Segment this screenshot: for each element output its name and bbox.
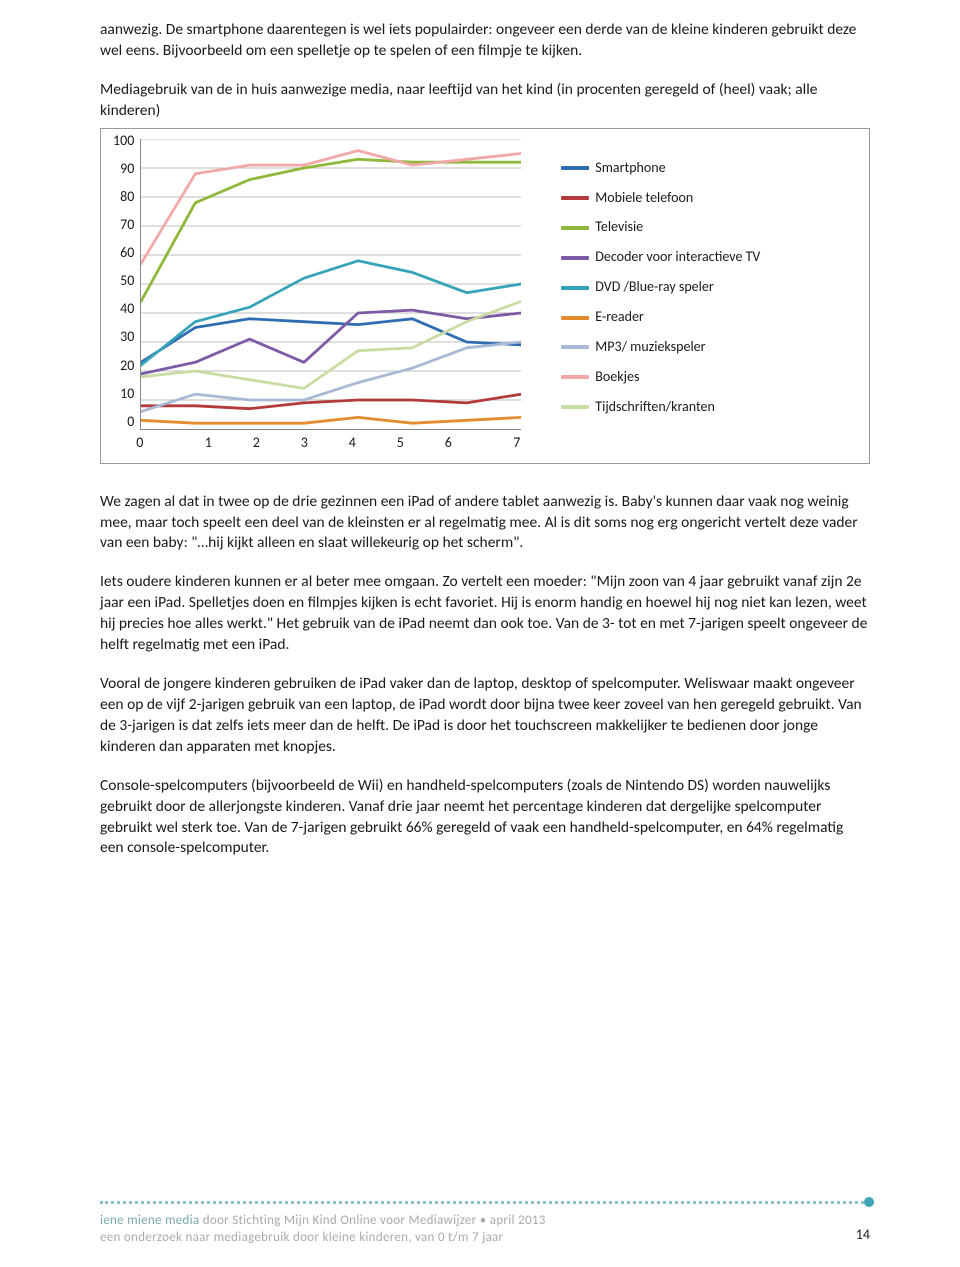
legend-swatch <box>561 256 589 260</box>
body-paragraph-3: Vooral de jongere kinderen gebruiken de … <box>100 674 870 758</box>
x-tick-label: 7 <box>472 434 520 453</box>
chart-series-line <box>141 318 521 362</box>
chart-series-line <box>141 159 521 301</box>
legend-label: Mobiele telefoon <box>595 189 693 208</box>
legend-label: MP3/ muziekspeler <box>595 338 705 357</box>
legend-swatch <box>561 196 589 200</box>
legend-label: Boekjes <box>595 368 639 387</box>
legend-label: DVD /Blue-ray speler <box>595 278 713 297</box>
legend-item: MP3/ muziekspeler <box>561 338 857 357</box>
x-tick-label: 3 <box>280 434 328 453</box>
chart-x-axis: 01234567 <box>140 430 520 453</box>
document-page: aanwezig. De smartphone daarentegen is w… <box>0 0 960 1267</box>
legend-label: E-reader <box>595 308 644 327</box>
legend-swatch <box>561 166 589 170</box>
legend-item: Televisie <box>561 218 857 237</box>
y-tick-label: 100 <box>113 132 134 151</box>
chart-series-line <box>141 394 521 409</box>
intro-paragraph: aanwezig. De smartphone daarentegen is w… <box>100 20 870 62</box>
line-chart: 1009080706050403020100 01234567 Smartpho… <box>100 128 870 464</box>
chart-title: Mediagebruik van de in huis aanwezige me… <box>100 80 870 122</box>
legend-swatch <box>561 286 589 290</box>
chart-plot <box>140 139 521 430</box>
legend-swatch <box>561 316 589 320</box>
y-tick-label: 90 <box>120 160 134 179</box>
footer-line-2: een onderzoek naar mediagebruik door kle… <box>100 1229 870 1247</box>
body-paragraph-1: We zagen al dat in twee op de drie gezin… <box>100 492 870 555</box>
footer-brand: iene miene media <box>100 1213 199 1228</box>
y-tick-label: 40 <box>120 300 134 319</box>
legend-swatch <box>561 345 589 349</box>
legend-item: Tijdschriften/kranten <box>561 398 857 417</box>
legend-swatch <box>561 405 589 409</box>
y-tick-label: 80 <box>120 188 134 207</box>
chart-plot-area: 1009080706050403020100 01234567 <box>113 139 521 453</box>
footer-line1-rest: door Stichting Mijn Kind Online voor Med… <box>199 1213 545 1228</box>
y-tick-label: 20 <box>120 357 134 376</box>
chart-y-axis: 1009080706050403020100 <box>113 132 140 432</box>
x-tick-label: 6 <box>424 434 472 453</box>
chart-series-line <box>141 417 521 423</box>
footer-line-1: iene miene media door Stichting Mijn Kin… <box>100 1212 870 1230</box>
chart-svg <box>141 139 521 429</box>
legend-item: Mobiele telefoon <box>561 189 857 208</box>
legend-label: Televisie <box>595 218 643 237</box>
legend-item: Decoder voor interactieve TV <box>561 248 857 267</box>
chart-legend: Smartphone Mobiele telefoon Televisie Decod… <box>521 139 857 453</box>
body-paragraph-4: Console-spelcomputers (bijvoorbeeld de W… <box>100 776 870 860</box>
legend-item: DVD /Blue-ray speler <box>561 278 857 297</box>
page-footer: iene miene media door Stichting Mijn Kin… <box>0 1201 960 1247</box>
page-number: 14 <box>856 1226 870 1245</box>
legend-label: Smartphone <box>595 159 665 178</box>
y-tick-label: 30 <box>120 328 134 347</box>
x-tick-label: 2 <box>232 434 280 453</box>
x-tick-label: 4 <box>328 434 376 453</box>
footer-divider <box>100 1201 870 1204</box>
legend-item: Smartphone <box>561 159 857 178</box>
x-tick-label: 0 <box>136 434 184 453</box>
y-tick-label: 50 <box>120 272 134 291</box>
footer-divider-end-dot <box>864 1197 874 1207</box>
x-tick-label: 5 <box>376 434 424 453</box>
y-tick-label: 0 <box>127 413 134 432</box>
legend-swatch <box>561 226 589 230</box>
y-tick-label: 10 <box>120 385 134 404</box>
body-paragraph-2: Iets oudere kinderen kunnen er al beter … <box>100 572 870 656</box>
legend-item: E-reader <box>561 308 857 327</box>
legend-item: Boekjes <box>561 368 857 387</box>
y-tick-label: 60 <box>120 244 134 263</box>
chart-series-line <box>141 301 521 388</box>
legend-label: Decoder voor interactieve TV <box>595 248 760 267</box>
legend-label: Tijdschriften/kranten <box>595 398 715 417</box>
legend-swatch <box>561 375 589 379</box>
x-tick-label: 1 <box>184 434 232 453</box>
y-tick-label: 70 <box>120 216 134 235</box>
